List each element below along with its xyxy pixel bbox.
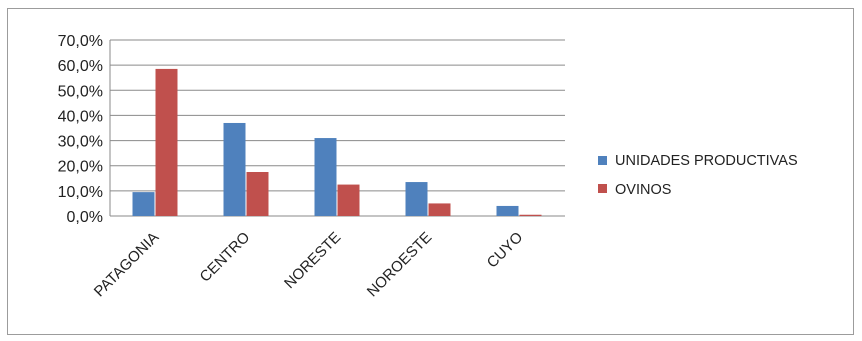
bar-unidades-productivas-centro [223, 122, 246, 216]
bar-unidades-productivas-noreste [314, 138, 337, 216]
y-tick-label: 50,0% [58, 83, 103, 100]
bar-ovinos-noroeste [428, 203, 451, 216]
legend-swatch-unidades-productivas [598, 156, 607, 165]
bar-ovinos-noreste [337, 184, 360, 216]
legend-label-ovinos: OVINOS [615, 182, 671, 198]
y-tick-label: 20,0% [58, 159, 103, 176]
x-axis-categories: PATAGONIA CENTRO NORESTE NOROESTE CUYO [91, 229, 527, 301]
x-category-label: PATAGONIA [91, 229, 163, 301]
legend-swatch-ovinos [598, 184, 607, 193]
y-tick-label: 0,0% [67, 209, 103, 226]
bar-unidades-productivas-cuyo [496, 205, 519, 216]
y-axis-ticks: 0,0% 10,0% 20,0% 30,0% 40,0% 50,0% 60,0% 70,0% [58, 33, 103, 226]
x-category-label: CUYO [484, 229, 527, 272]
x-category-label: NORESTE [281, 229, 344, 292]
chart-frame [7, 8, 854, 335]
x-category-label: NOROESTE [364, 229, 436, 301]
bar-ovinos-cuyo [519, 214, 542, 216]
y-tick-label: 10,0% [58, 184, 103, 201]
y-tick-label: 40,0% [58, 108, 103, 125]
bar-unidades-productivas-patagonia [132, 192, 155, 216]
bar-ovinos-centro [246, 172, 269, 216]
bar-unidades-productivas-noroeste [405, 182, 428, 216]
x-category-label: CENTRO [197, 229, 254, 286]
y-tick-label: 30,0% [58, 134, 103, 151]
y-tick-label: 60,0% [58, 58, 103, 75]
bars [132, 68, 542, 217]
y-tick-label: 70,0% [58, 33, 103, 50]
bar-ovinos-patagonia [155, 68, 178, 217]
legend: UNIDADES PRODUCTIVAS OVINOS [598, 153, 798, 198]
legend-label-unidades-productivas: UNIDADES PRODUCTIVAS [615, 153, 798, 169]
